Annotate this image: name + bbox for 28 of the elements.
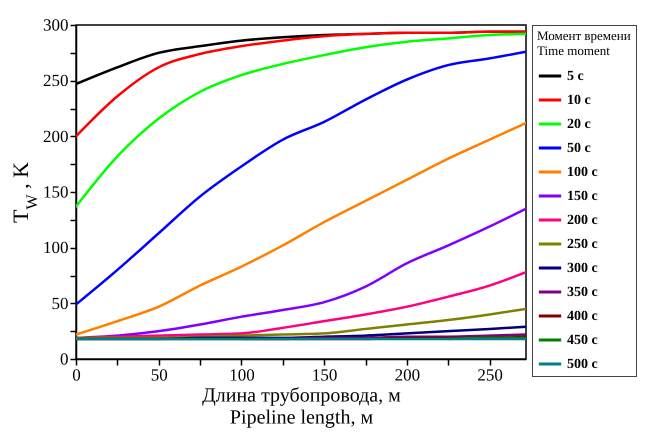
legend-label: 20 с [567, 117, 591, 132]
legend-title: Момент времени Time moment [537, 28, 631, 58]
legend-label: 350 с [567, 285, 598, 300]
y-tick-label: 200 [43, 126, 68, 146]
legend-label: 50 с [567, 141, 591, 156]
legend-label: 100 с [567, 165, 598, 180]
x-axis-title: Длина трубопровода, м Pipeline length, м [202, 384, 402, 428]
y-tick-label: 100 [43, 238, 68, 258]
legend-label: 400 с [567, 309, 598, 324]
legend-label: 500 с [567, 357, 598, 372]
legend-label: 250 с [567, 237, 598, 252]
legend-label: 300 с [567, 261, 598, 276]
legend-label: 450 с [567, 333, 598, 348]
x-tick-label: 150 [312, 366, 338, 384]
legend-label: 150 с [567, 189, 598, 204]
y-tick-label: 150 [43, 182, 68, 202]
y-tick-label: 0 [60, 350, 68, 368]
x-tick-label: 50 [150, 366, 168, 384]
x-tick-label: 0 [72, 366, 81, 384]
x-tick-label: 200 [394, 366, 420, 384]
y-tick-label: 50 [52, 294, 68, 313]
legend-label: 200 с [567, 213, 598, 228]
y-tick-label: 250 [43, 71, 68, 90]
y-tick-label: 300 [43, 16, 68, 34]
x-tick-label: 250 [477, 366, 503, 384]
legend-label: 5 с [567, 69, 584, 84]
legend-label: 10 с [567, 93, 591, 108]
x-tick-label: 100 [229, 366, 255, 384]
